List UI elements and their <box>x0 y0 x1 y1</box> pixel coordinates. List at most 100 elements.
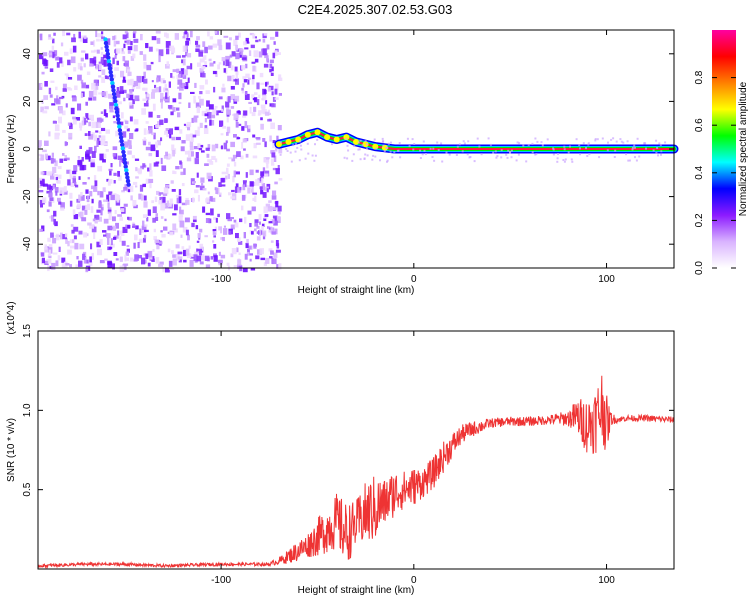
spectrogram-noise-cell <box>179 220 185 228</box>
spectrogram-noise-cell <box>69 200 73 207</box>
spectrogram-streak-dot <box>118 135 124 140</box>
spectrogram-noise-cell <box>114 35 117 40</box>
spectrogram-noise-cell <box>186 38 191 41</box>
spectrogram-noise-cell <box>156 115 161 118</box>
spectrogram-noise-cell <box>69 175 75 180</box>
spectrogram-noise-cell <box>45 261 48 264</box>
track-scatter <box>507 149 510 152</box>
spectrogram-noise-cell <box>207 191 210 195</box>
spectrogram-noise-cell <box>173 171 177 175</box>
spectrogram-noise-cell <box>46 209 50 213</box>
spectrogram-noise-cell <box>169 128 173 135</box>
spectrogram-noise-cell <box>48 201 52 207</box>
spectrogram-noise-cell <box>79 243 85 250</box>
spectrogram-noise-cell <box>102 159 106 163</box>
spectrogram-noise-cell <box>271 152 276 158</box>
spectrogram-noise-cell <box>142 87 145 91</box>
spectrogram-noise-cell <box>67 122 71 126</box>
spectrogram-noise-cell <box>155 124 159 129</box>
spectrogram-noise-cell <box>237 259 242 266</box>
spectrogram-noise-cell <box>99 239 103 245</box>
spectrogram-noise-cell <box>85 267 89 273</box>
spectrogram-noise-cell <box>59 106 63 114</box>
spectrogram-noise-cell <box>112 115 116 119</box>
spectrogram-noise-cell <box>95 215 100 220</box>
track-scatter <box>359 139 362 142</box>
track-scatter <box>564 158 567 161</box>
spectrogram-noise-cell <box>115 258 119 261</box>
spectrogram-noise-cell <box>209 119 212 126</box>
spectrogram-noise-cell <box>73 226 79 232</box>
spectrogram-noise-cell <box>155 87 161 93</box>
spectrogram-noise-cell <box>124 257 129 262</box>
spectrogram-noise-cell <box>73 33 76 40</box>
spectrogram-noise-cell <box>47 37 53 40</box>
spectrogram-noise-cell <box>79 122 83 128</box>
spectrogram-noise-cell <box>263 89 267 94</box>
track-scatter <box>494 150 497 153</box>
spectrogram-noise-cell <box>254 195 257 202</box>
spectrogram-noise-cell <box>270 72 274 76</box>
spectrogram-noise-cell <box>254 58 259 63</box>
spectrogram-noise-cell <box>133 80 138 86</box>
spectrogram-noise-cell <box>124 125 129 129</box>
spectrogram-noise-cell <box>175 244 180 249</box>
spectrogram-noise-cell <box>133 45 138 52</box>
spectrogram-noise-cell <box>113 121 117 124</box>
spectrogram-noise-cell <box>60 202 65 209</box>
spectrogram-noise-cell <box>132 225 137 228</box>
spectrogram-noise-cell <box>226 114 230 117</box>
spectrogram-noise-cell <box>84 256 87 264</box>
spectrogram-noise-cell <box>275 200 279 208</box>
spectrogram-noise-cell <box>165 33 169 39</box>
spectrogram-noise-cell <box>219 192 222 197</box>
spectrogram-noise-cell <box>123 203 128 207</box>
spectrogram-noise-cell <box>89 191 93 197</box>
spectrogram-noise-cell <box>272 140 276 144</box>
spectrogram-noise-cell <box>163 88 169 91</box>
spectrogram-noise-cell <box>72 170 77 175</box>
spectrogram-noise-cell <box>229 37 232 41</box>
spectrogram-noise-cell <box>261 226 264 231</box>
spectrogram-noise-cell <box>274 83 279 91</box>
spectrogram-noise-cell <box>226 109 231 116</box>
spectrogram-noise-cell <box>132 181 138 185</box>
spectrogram-noise-cell <box>197 62 202 67</box>
spectrogram-noise-cell <box>160 216 164 219</box>
track-scatter <box>527 143 530 146</box>
spectrogram-noise-cell <box>91 121 96 129</box>
spectrogram-noise-cell <box>155 30 161 34</box>
spectrogram-noise-cell <box>276 52 281 55</box>
spectrogram-noise-cell <box>266 55 269 62</box>
spectrogram-noise-cell <box>141 76 145 83</box>
track-scatter <box>296 146 299 149</box>
spectrogram-noise-cell <box>255 255 260 260</box>
snr-multiplier-label: (x10^4) <box>6 301 17 334</box>
spectrogram-noise-cell <box>235 73 238 79</box>
spectrogram-noise-cell <box>72 177 76 184</box>
spectrogram-noise-cell <box>186 121 192 128</box>
spectrogram-noise-cell <box>100 47 103 50</box>
spectrogram-noise-cell <box>262 183 265 190</box>
track-scatter <box>552 153 555 156</box>
spectrogram-noise-cell <box>245 242 249 249</box>
spectrogram-noise-cell <box>84 259 89 264</box>
track-scatter <box>393 151 396 154</box>
spectrogram-noise-cell <box>205 90 210 94</box>
track-scatter <box>552 148 555 151</box>
spectrogram-noise-cell <box>68 132 73 140</box>
spectrogram-noise-cell <box>122 226 128 233</box>
spectrogram-noise-cell <box>119 86 124 92</box>
spectrogram-streak-dot <box>113 99 118 104</box>
track-scatter <box>531 142 534 145</box>
colorbar-label: Normalized spectral amplitude <box>738 81 749 216</box>
spectrogram-noise-cell <box>86 149 91 154</box>
track-scatter <box>556 160 559 163</box>
track-scatter <box>374 155 377 158</box>
spectrogram-noise-cell <box>41 71 45 75</box>
spectrogram-noise-cell <box>177 251 183 255</box>
spectrogram-noise-cell <box>124 60 129 67</box>
spectrogram-noise-cell <box>125 251 129 256</box>
spectrogram-noise-cell <box>154 239 160 244</box>
spectrogram-noise-cell <box>181 246 185 250</box>
